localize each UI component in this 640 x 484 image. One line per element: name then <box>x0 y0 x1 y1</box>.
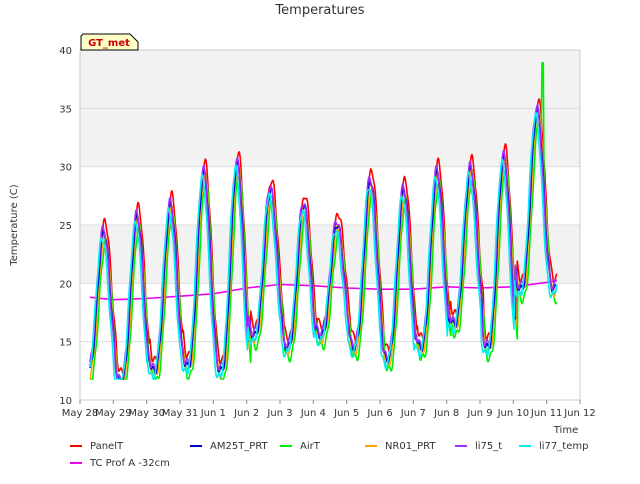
y-tick-label: 25 <box>59 221 72 232</box>
legend-label: AirT <box>300 441 321 452</box>
y-tick-label: 20 <box>59 279 72 290</box>
y-tick-label: 10 <box>59 396 72 407</box>
legend-label: TC Prof A -32cm <box>89 458 170 469</box>
x-tick-label: Jun 4 <box>300 408 326 419</box>
legend-label: li75_t <box>475 441 502 452</box>
x-tick-label: Jun 2 <box>233 408 259 419</box>
x-tick-label: Jun 1 <box>200 408 226 419</box>
x-tick-label: Jun 11 <box>530 408 563 419</box>
y-axis-ticks: 10 15 20 25 30 35 40 <box>59 46 72 407</box>
x-tick-label: Jun 10 <box>497 408 530 419</box>
legend-label: li77_temp <box>539 441 588 452</box>
y-tick-label: 30 <box>59 163 72 174</box>
x-tick-label: May 30 <box>128 408 165 419</box>
y-axis-label: Temperature (C) <box>9 184 20 266</box>
y-tick-label: 15 <box>59 338 72 349</box>
x-tick-label: May 31 <box>162 408 199 419</box>
plot-frame <box>79 49 581 401</box>
x-tick-label: Jun 12 <box>563 408 596 419</box>
site-badge-box <box>80 33 139 51</box>
legend-label: NR01_PRT <box>385 441 436 452</box>
x-tick-label: Jun 8 <box>433 408 459 419</box>
x-tick-label: Jun 9 <box>466 408 492 419</box>
site-badge: GT_met <box>80 33 139 51</box>
legend: PanelT AM25T_PRT AirT NR01_PRT li75_t li77_te… <box>70 441 588 469</box>
x-tick-label: May 29 <box>95 408 132 419</box>
legend-label: PanelT <box>90 441 124 452</box>
x-tick-label: Jun 6 <box>366 408 392 419</box>
series-line-li77-temp <box>89 111 558 380</box>
series-layer <box>89 62 558 380</box>
chart-title: Temperatures <box>274 3 364 18</box>
y-tick-label: 35 <box>59 104 72 115</box>
site-badge-label: GT_met <box>88 38 130 49</box>
legend-label: AM25T_PRT <box>210 441 269 452</box>
x-axis-label: Time <box>553 425 578 436</box>
x-tick-label: Jun 3 <box>266 408 292 419</box>
x-tick-label: Jun 7 <box>400 408 426 419</box>
x-tick-label: Jun 5 <box>333 408 359 419</box>
x-tick-label: May 28 <box>62 408 99 419</box>
y-tick-label: 40 <box>59 46 72 57</box>
